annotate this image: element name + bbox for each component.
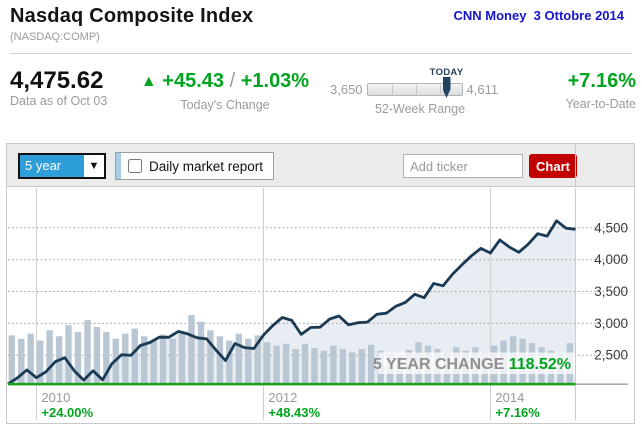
volume-bar (358, 349, 365, 383)
checkbox-accent-strip (116, 153, 121, 179)
chart-module: 5 year ▼ Daily market report Chart 2,500… (6, 143, 635, 424)
change-overlay: 5 YEAR CHANGE 118.52% (373, 356, 571, 373)
change-caption: Today's Change (180, 98, 270, 112)
volume-bar (65, 325, 72, 383)
range-low: 3,650 (330, 82, 363, 97)
volume-bar (141, 336, 148, 384)
page-title: Nasdaq Composite Index (10, 5, 254, 27)
volume-bar (178, 332, 186, 383)
volume-bar (122, 333, 129, 383)
volume-bar (368, 344, 375, 384)
price-caption: Data as of Oct 03 (10, 94, 108, 108)
year-label: 2012 (268, 390, 297, 405)
change-percent: +1.03% (240, 70, 310, 92)
chart-controls-bar: 5 year ▼ Daily market report Chart (7, 144, 634, 187)
volume-bar (197, 321, 205, 383)
period-select[interactable]: 5 year ▼ (18, 153, 106, 179)
year-to-date-block: +7.16% Year-to-Date (540, 70, 636, 111)
daily-report-group: Daily market report (115, 152, 275, 180)
volume-bar (18, 338, 25, 383)
chevron-down-icon: ▼ (84, 155, 104, 177)
volume-bar (8, 335, 15, 383)
y-axis-label: 4,000 (594, 252, 628, 267)
year-label: 2014 (495, 390, 524, 405)
fifty-two-week-range-block: 3,650 TODAY 4,611 52-Week Range (330, 64, 510, 116)
volume-bar (150, 340, 157, 383)
volume-bar (169, 338, 176, 383)
add-ticker-input[interactable] (403, 154, 523, 178)
volume-bar (103, 332, 110, 383)
price-volume-chart: 2,500 3,000 3,500 4,000 4,500 5 YEAR CHANGE 1… (7, 188, 628, 420)
volume-bar (264, 342, 271, 383)
year-label: 2010 (41, 390, 70, 405)
volume-bar (131, 328, 138, 383)
year-change-label: +48.43% (268, 405, 320, 420)
up-arrow-icon: ▲ (140, 73, 157, 90)
volume-bar (339, 349, 346, 383)
today-marker-icon (442, 77, 451, 98)
volume-bar (282, 343, 290, 383)
todays-change-block: ▲ +45.43 / +1.03% Today's Change (135, 70, 315, 112)
source-watermark: CNN Money 3 Ottobre 2014 (453, 8, 625, 23)
volume-bar (74, 332, 82, 383)
volume-bar (330, 345, 337, 383)
daily-report-label[interactable]: Daily market report (149, 158, 264, 174)
controls-divider (575, 144, 576, 186)
volume-bar (273, 345, 280, 383)
y-axis-label: 3,500 (594, 284, 628, 299)
volume-bar (46, 330, 53, 383)
change-overlay-bg (378, 352, 575, 374)
volume-bar (159, 334, 167, 383)
ytd-caption: Year-to-Date (565, 97, 636, 111)
change-separator: / (224, 70, 241, 92)
volume-bar (320, 350, 328, 383)
volume-bar (292, 349, 299, 383)
volume-bar (84, 320, 91, 383)
volume-bar (311, 348, 318, 383)
current-price-block: 4,475.62 Data as of Oct 03 (10, 67, 108, 109)
baseline-extension (575, 383, 628, 385)
volume-bar (301, 343, 309, 383)
year-change-label: +7.16% (495, 405, 540, 420)
baseline (8, 382, 576, 386)
year-change-label: +24.00% (41, 405, 93, 420)
chart-button[interactable]: Chart (529, 154, 577, 178)
range-tick (391, 85, 393, 94)
range-slider: TODAY (366, 67, 463, 98)
daily-report-checkbox[interactable] (128, 159, 142, 173)
volume-bar (226, 340, 233, 383)
today-label: TODAY (429, 67, 464, 78)
volume-bar (207, 330, 214, 383)
volume-bar (245, 338, 252, 383)
volume-bar (27, 333, 34, 383)
y-axis-label: 2,500 (594, 348, 628, 363)
period-select-value: 5 year (20, 155, 84, 177)
price-line (7, 219, 576, 386)
volume-bar (93, 326, 101, 383)
volume-bar (188, 315, 195, 383)
volume-bar (349, 352, 356, 383)
ytd-value: +7.16% (567, 70, 636, 92)
range-caption: 52-Week Range (374, 102, 466, 116)
header-divider (10, 53, 632, 54)
y-axis-label: 4,500 (594, 220, 628, 235)
volume-bar (254, 335, 261, 383)
range-tick (439, 85, 441, 94)
volume-bar (37, 340, 44, 383)
range-tick (415, 85, 417, 94)
volume-bar (235, 333, 242, 383)
change-value: +45.43 (162, 70, 225, 92)
volume-bar (216, 336, 224, 384)
ticker-symbol: (NASDAQ:COMP) (10, 31, 100, 43)
current-price: 4,475.62 (10, 67, 104, 94)
y-axis-label: 3,000 (594, 316, 628, 331)
range-high: 4,611 (466, 82, 499, 97)
